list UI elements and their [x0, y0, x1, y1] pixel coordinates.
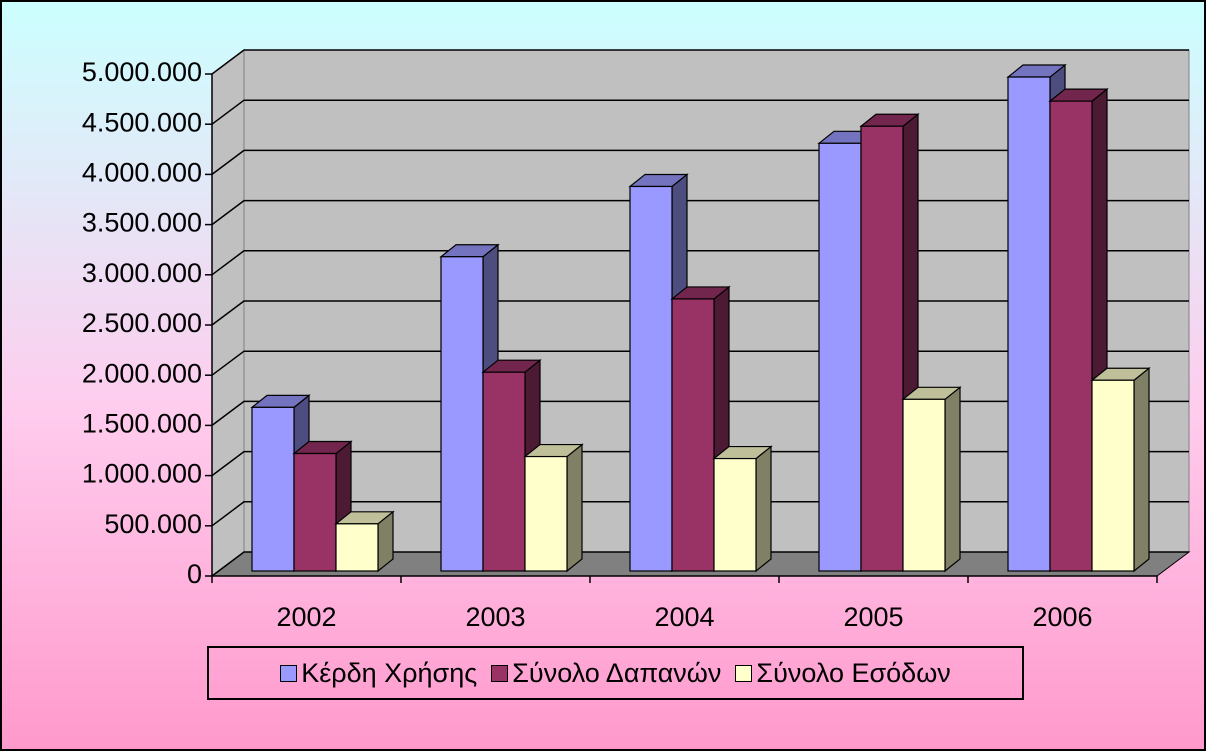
bar-front: [902, 398, 946, 572]
bar-front: [440, 256, 484, 572]
legend: Κέρδη Χρήσης Σύνολο Δαπανών Σύνολο Εσόδων: [207, 646, 1024, 700]
bar: [334, 510, 395, 573]
legend-label: Κέρδη Χρήσης: [301, 657, 478, 688]
y-tick-label: 1.000.000: [82, 459, 202, 489]
bar: [1090, 366, 1151, 573]
bar-front: [1049, 100, 1093, 572]
bar-front: [671, 298, 715, 572]
y-tick-label: 0: [187, 559, 202, 589]
y-tick-label: 4.500.000: [82, 107, 202, 137]
grid-line: [211, 49, 1189, 75]
bar: [901, 386, 962, 573]
bar-front: [713, 457, 757, 572]
bar-front: [1007, 76, 1051, 572]
y-tick-label: 3.000.000: [82, 258, 202, 288]
x-tick-label: 2004: [654, 602, 714, 632]
grid-line: [211, 99, 1189, 125]
legend-entry: Σύνολο Εσόδων: [735, 657, 951, 689]
bar-front: [524, 455, 568, 572]
x-tick-label: 2006: [1032, 602, 1092, 632]
legend-swatch: [280, 664, 298, 682]
legend-entry: Σύνολο Δαπανών: [491, 658, 721, 689]
y-tick-label: 1.500.000: [82, 409, 202, 439]
bar: [1048, 87, 1109, 573]
bar-side: [944, 386, 961, 573]
bar: [523, 443, 584, 573]
bar-front: [629, 185, 673, 572]
y-tick-label: 2.500.000: [82, 308, 202, 338]
bar-side: [755, 445, 772, 573]
x-tick-label: 2003: [465, 602, 525, 632]
y-tick-label: 500.000: [104, 509, 202, 539]
bar: [712, 445, 773, 573]
legend-entry: Κέρδη Χρήσης: [280, 658, 477, 689]
y-tick-label: 5.000.000: [82, 57, 202, 87]
legend-swatch: [491, 664, 509, 682]
y-tick-label: 4.000.000: [82, 158, 202, 188]
bar-side: [566, 443, 583, 573]
y-tick-label: 2.000.000: [82, 358, 202, 388]
legend-label: Σύνολο Εσόδων: [756, 657, 951, 688]
bar-front: [335, 523, 379, 572]
bar-front: [293, 452, 337, 572]
bar-front: [251, 406, 295, 572]
bar-front: [860, 125, 904, 572]
x-tick-label: 2002: [276, 602, 336, 632]
legend-label: Σύνολο Δαπανών: [512, 657, 722, 688]
x-tick-label: 2005: [843, 602, 903, 632]
legend-swatch: [735, 664, 753, 682]
bar-front: [482, 371, 526, 572]
bar-front: [818, 142, 862, 572]
y-tick-label: 3.500.000: [82, 208, 202, 238]
bar-side: [1133, 366, 1150, 573]
bar-front: [1091, 379, 1135, 572]
